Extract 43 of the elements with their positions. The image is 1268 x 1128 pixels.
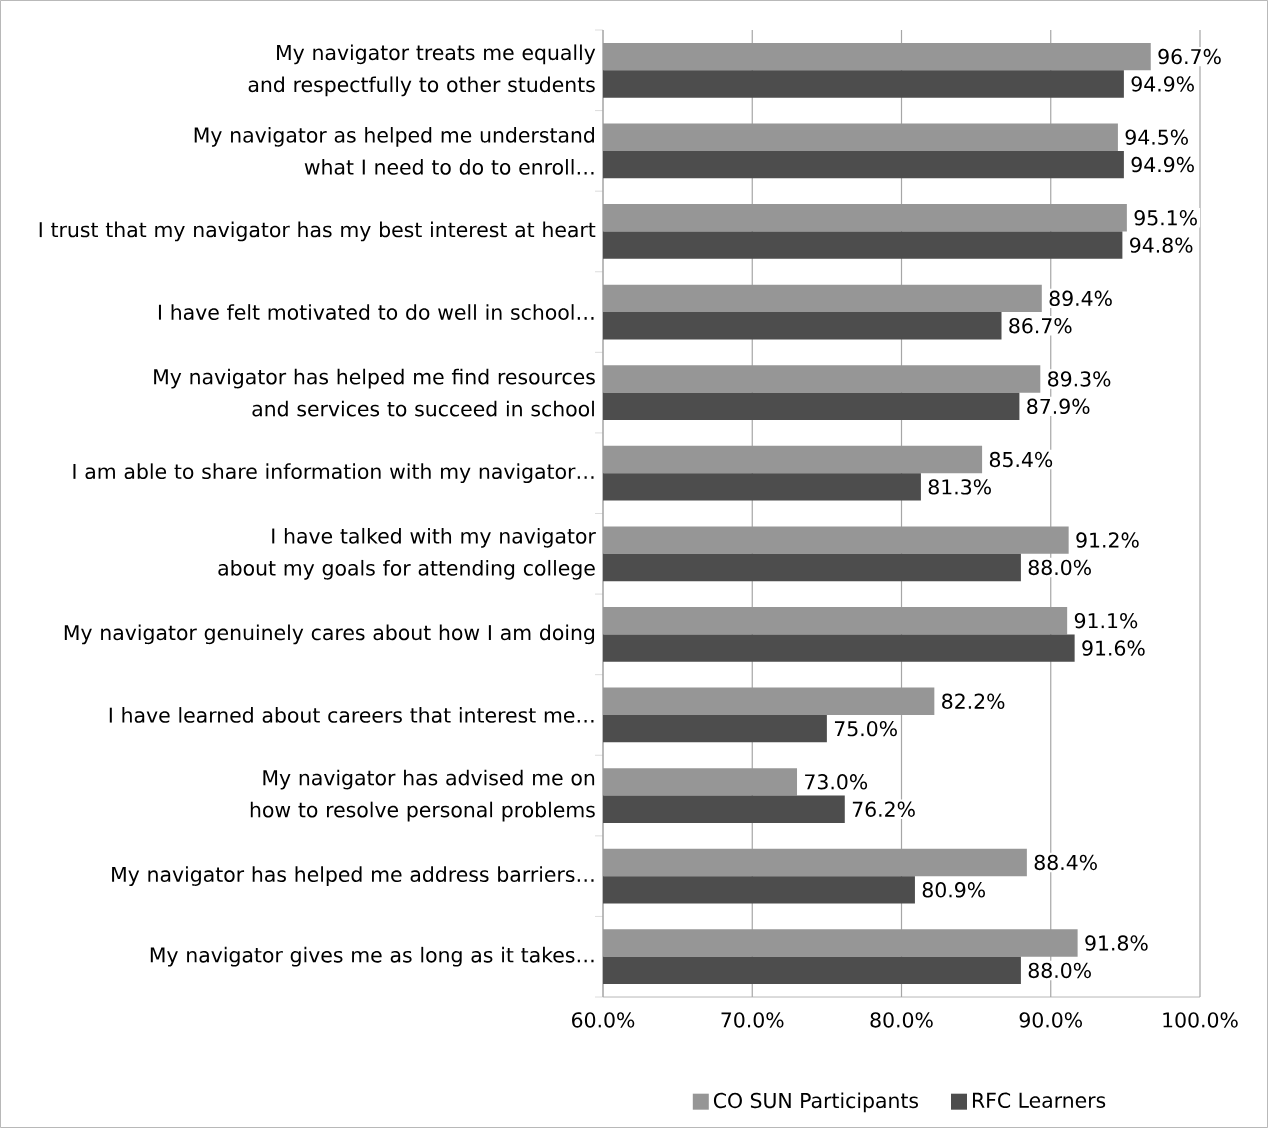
data-label: 73.0% — [805, 774, 868, 790]
data-label: 94.9% — [1131, 76, 1194, 92]
x-tick-label: 90.0% — [1019, 1012, 1083, 1028]
y-tick-label: I have learned about careers that interest me… — [109, 707, 594, 723]
data-label: 80.9% — [922, 882, 985, 898]
legend-label: RFC Learners — [972, 1092, 1106, 1109]
x-tick-label: 70.0% — [721, 1012, 784, 1028]
data-label: 88.4% — [1034, 854, 1097, 871]
y-tick-label: I trust that my navigator has my best interest at heart — [39, 221, 596, 242]
x-tick-label: 60.0% — [572, 1012, 635, 1028]
y-tick-label: My navigator as helped me understand what I need to do to enroll… — [194, 126, 594, 175]
data-label: 91.2% — [1076, 532, 1139, 548]
y-tick-label: My navigator has helped me address barriers… — [112, 866, 594, 887]
data-label: 87.9% — [1027, 398, 1090, 415]
x-tick-label: 100.0% — [1163, 1012, 1238, 1028]
y-tick-label: My navigator genuinely cares about how I am doing — [64, 624, 595, 645]
data-label: 86.7% — [1009, 318, 1072, 334]
data-label: 91.1% — [1074, 612, 1138, 629]
legend-label: CO SUN Participants — [713, 1092, 919, 1113]
data-label: 76.2% — [852, 801, 915, 817]
y-tick-label: My navigator treats me equally and respectfully to other students — [248, 44, 596, 97]
data-label: 82.2% — [942, 693, 1005, 709]
data-label: 89.4% — [1049, 290, 1112, 307]
y-tick-label: I have talked with my navigator about my goals for attending college — [218, 527, 596, 580]
y-tick-label: My navigator has advised me on how to resolve personal problems — [250, 769, 595, 822]
y-tick-label: I am able to share information with my navigator… — [73, 463, 594, 484]
data-label: 94.9% — [1131, 156, 1194, 173]
data-label: 91.6% — [1082, 640, 1145, 656]
data-label: 94.5% — [1125, 129, 1188, 145]
data-label: 81.3% — [928, 479, 991, 495]
data-label: 89.3% — [1048, 371, 1111, 387]
y-tick-label: My navigator has helped me find resources and services to succeed in school — [154, 368, 595, 417]
data-label: 94.8% — [1130, 237, 1193, 253]
data-label: 75.0% — [834, 720, 897, 737]
y-tick-label: My navigator gives me as long as it takes… — [150, 946, 594, 967]
data-label: 85.4% — [989, 451, 1053, 468]
y-tick-label: I have felt motivated to do well in school… — [158, 304, 594, 320]
data-label: 96.7% — [1158, 48, 1221, 65]
data-label: 88.0% — [1028, 559, 1091, 576]
data-label: 91.8% — [1085, 935, 1148, 951]
x-tick-label: 80.0% — [870, 1012, 933, 1028]
data-label: 95.1% — [1134, 210, 1197, 226]
data-label: 88.0% — [1028, 962, 1091, 979]
